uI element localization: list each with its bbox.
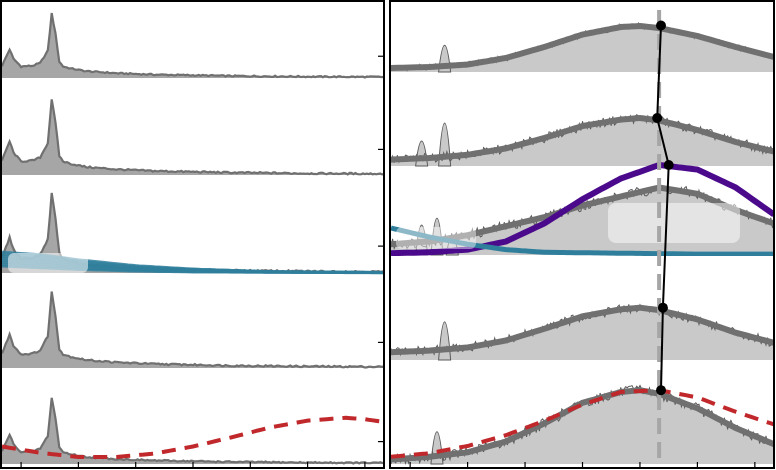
spectrum-fill xyxy=(2,291,384,368)
envelope-curve xyxy=(391,22,774,71)
red-dashed-model xyxy=(391,388,774,459)
spectrum-line xyxy=(2,291,384,369)
highlight-box xyxy=(8,253,88,273)
band-fill xyxy=(391,26,774,72)
teal-model-curve xyxy=(391,225,774,257)
right-row-1 xyxy=(391,21,774,75)
right-panel xyxy=(391,10,774,466)
left-row-4 xyxy=(2,291,384,371)
peak-marker-4 xyxy=(657,302,668,313)
band-fill xyxy=(391,390,774,464)
spectral-spike xyxy=(438,321,452,361)
highlight-box-right xyxy=(608,203,740,243)
left-row-2 xyxy=(2,99,384,178)
spectrum-fill xyxy=(2,13,384,78)
spectrum-line xyxy=(2,12,384,79)
right-row-4 xyxy=(391,303,774,363)
spectrum-fill xyxy=(2,99,384,175)
spectral-spike xyxy=(415,140,429,167)
envelope-curve xyxy=(391,184,774,248)
right-row-3 xyxy=(391,161,774,258)
peak-marker-5 xyxy=(656,385,666,396)
left-row-3 xyxy=(2,192,384,276)
left-row-1 xyxy=(2,12,384,81)
peak-marker-1 xyxy=(656,20,666,31)
purple-model-curve xyxy=(391,161,774,257)
spectrum-line xyxy=(2,99,384,176)
peak-marker-3 xyxy=(663,160,674,170)
left-panel xyxy=(2,12,384,465)
red-dashed-model xyxy=(2,415,384,459)
envelope-curve xyxy=(391,114,774,163)
envelope-curve xyxy=(391,387,774,463)
peak-marker-2 xyxy=(652,113,663,123)
right-row-2 xyxy=(391,114,774,169)
highlight-box-left xyxy=(396,227,476,249)
spectrum-line xyxy=(2,397,384,465)
envelope-curve xyxy=(391,304,774,356)
spectrum-fill xyxy=(2,397,384,464)
right-row-5 xyxy=(391,384,774,466)
left-row-5 xyxy=(2,397,384,465)
